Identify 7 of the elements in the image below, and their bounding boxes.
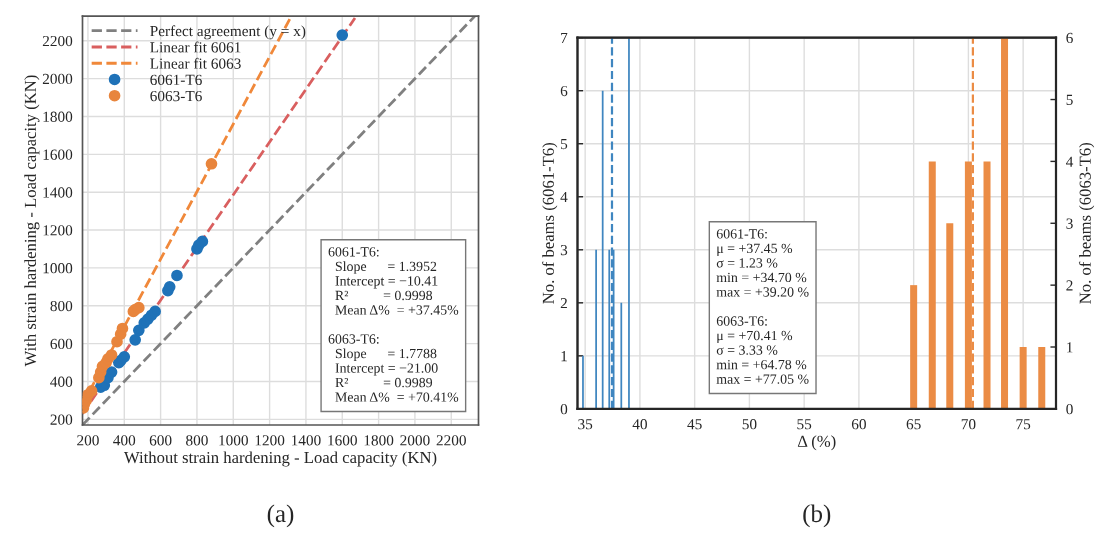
text: (a): [267, 504, 294, 528]
x-axis-title: Without strain hardening - Load capacity (KN): [123, 451, 437, 467]
y-axis-title: With strain hardening - Load capacity (KN): [24, 75, 40, 367]
y2-axis-title: No. of beams (6063-T6): [1078, 143, 1095, 304]
text: (b): [803, 504, 831, 528]
x-axis-title: Δ (%): [797, 435, 836, 451]
y-axis-title: No. of beams (6061-T6): [542, 143, 558, 304]
